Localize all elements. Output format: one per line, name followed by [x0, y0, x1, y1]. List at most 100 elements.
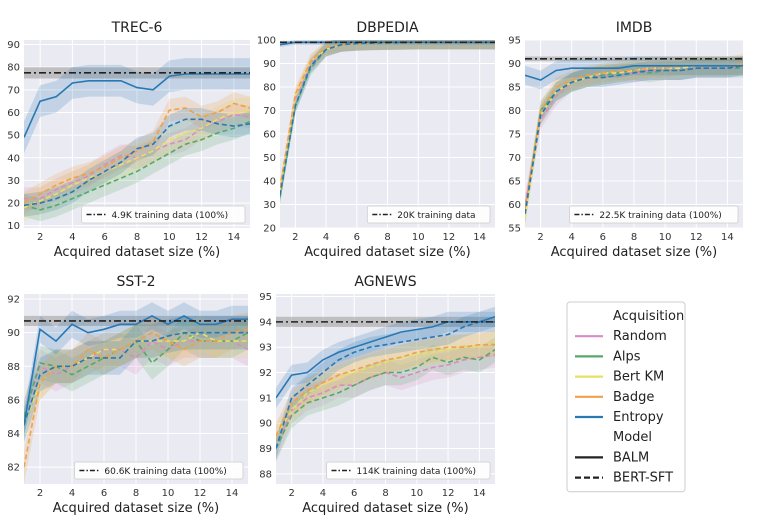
line-entropy-bert-sft	[24, 331, 248, 426]
x-tick-label: 12	[195, 232, 208, 243]
line-bert-km-bert-sft	[525, 65, 743, 219]
inset-legend-label: 20K training data	[397, 211, 475, 221]
y-tick-label: 65	[508, 177, 521, 188]
y-tick-label: 80	[508, 106, 521, 117]
x-axis-label: Acquired dataset size (%)	[551, 245, 717, 260]
y-tick-label: 90	[7, 40, 20, 51]
band-alps-bert-sft	[276, 337, 495, 462]
band-random-bert-sft	[24, 324, 248, 434]
y-tick-label: 40	[7, 153, 20, 164]
inset-legend: 60.6K training data (100%)	[74, 461, 244, 480]
band-badge-bert-sft	[24, 312, 248, 484]
y-tick-label: 40	[263, 177, 276, 188]
inset-legend: 20K training data	[366, 205, 491, 224]
plot-marks	[280, 40, 495, 205]
line-entropy-balm	[24, 73, 250, 138]
plot-marks	[276, 306, 495, 462]
chart-title: SST-2	[117, 274, 156, 290]
legend-label-balm: BALM	[613, 450, 649, 465]
legend-frame	[566, 301, 686, 493]
line-bert-km-bert-sft	[276, 341, 495, 437]
y-tick-label: 55	[508, 224, 521, 235]
inset-legend-label: 4.9K training data (100%)	[112, 211, 229, 221]
line-entropy-bert-sft	[276, 321, 495, 449]
x-tick-label: 6	[351, 488, 357, 499]
y-tick-label: 100	[257, 36, 276, 47]
x-tick-label: 4	[69, 232, 75, 243]
inset-legend: 4.9K training data (100%)	[81, 205, 246, 224]
band-alps-bert-sft	[24, 110, 250, 222]
x-tick-label: 8	[631, 232, 637, 243]
x-tick-label: 14	[226, 488, 239, 499]
chart-title: IMDB	[616, 20, 653, 36]
chart-title: TREC-6	[111, 20, 163, 36]
line-entropy-bert-sft	[525, 65, 743, 215]
x-axis-label: Acquired dataset size (%)	[54, 245, 220, 260]
line-entropy-balm	[525, 65, 743, 81]
x-tick-label: 6	[102, 232, 108, 243]
inset-legend: 22.5K training data (100%)	[569, 205, 739, 224]
y-tick-label: 50	[7, 131, 20, 142]
full-data-band	[24, 67, 250, 79]
y-tick-label: 75	[508, 130, 521, 141]
chart-agnews: 2 4 6 8 10 12 14 88 89 90 91 92 93 94 95 AGNEWS Acquired…	[259, 274, 495, 516]
band-bert-km-bert-sft	[24, 96, 250, 222]
y-tick-label: 92	[259, 368, 272, 379]
y-tick-label: 94	[259, 317, 272, 328]
x-tick-label: 10	[412, 232, 425, 243]
x-tick-label: 8	[134, 232, 140, 243]
x-tick-label: 12	[443, 232, 456, 243]
x-tick-label: 2	[292, 232, 298, 243]
plot-marks	[24, 302, 248, 484]
legend-title-acquisition: Acquisition	[613, 309, 684, 324]
chart-title: DBPEDIA	[356, 20, 419, 36]
legend-label-alps: Alps	[613, 349, 641, 364]
x-tick-label: 2	[37, 488, 43, 499]
x-tick-label: 12	[194, 488, 207, 499]
chart-sst-2: 2 4 6 8 10 12 14 82 84 86 88 90 92 SST-2 Acquired data…	[7, 274, 248, 516]
y-tick-label: 60	[263, 130, 276, 141]
y-tick-label: 93	[259, 343, 272, 354]
chart-dbpedia: 2 4 6 8 10 12 14 20 30 40 50 60 70 80 90 100 DBPEDIA Acqu…	[257, 20, 495, 260]
x-tick-label: 8	[133, 488, 139, 499]
chart-trec-6: 2 4 6 8 10 12 14 10 20 30 40 50 60 70 80 90 TREC-6 Acquir…	[7, 20, 250, 260]
x-tick-label: 4	[323, 232, 329, 243]
y-tick-label: 84	[7, 429, 20, 440]
band-badge-bert-sft	[525, 54, 743, 219]
y-tick-label: 90	[508, 59, 521, 70]
band-bert-km-bert-sft	[24, 315, 248, 442]
x-tick-label: 4	[569, 232, 575, 243]
legend-label-random: Random	[613, 329, 667, 344]
y-tick-label: 60	[508, 200, 521, 211]
legend-label-entropy: Entropy	[613, 410, 664, 425]
x-tick-label: 14	[473, 232, 486, 243]
x-tick-label: 14	[721, 232, 734, 243]
inset-legend-label: 114K training data (100%)	[357, 467, 477, 477]
chart-title: AGNEWS	[354, 274, 416, 290]
band-random-bert-sft	[525, 56, 743, 214]
x-tick-label: 2	[288, 488, 294, 499]
band-random-bert-sft	[276, 342, 495, 462]
band-bert-km-bert-sft	[525, 56, 743, 228]
legend-label-bert-sft: BERT-SFT	[613, 471, 673, 486]
y-tick-label: 95	[508, 36, 521, 47]
plot-marks	[525, 54, 743, 228]
x-tick-label: 12	[442, 488, 455, 499]
band-entropy-balm	[24, 302, 248, 439]
inset-legend-label: 22.5K training data (100%)	[599, 211, 721, 221]
plot-marks	[24, 58, 250, 222]
x-tick-label: 12	[690, 232, 703, 243]
x-tick-label: 14	[227, 232, 240, 243]
x-tick-label: 2	[37, 232, 43, 243]
x-axis-label: Acquired dataset size (%)	[53, 501, 219, 516]
inset-legend: 114K training data (100%)	[326, 461, 491, 480]
band-badge-bert-sft	[24, 92, 250, 215]
band-alps-bert-sft	[525, 58, 743, 224]
y-tick-label: 20	[263, 224, 276, 235]
x-tick-label: 10	[659, 232, 672, 243]
x-tick-label: 4	[320, 488, 326, 499]
band-badge-bert-sft	[276, 332, 495, 449]
line-bert-km-bert-sft	[24, 109, 250, 209]
band-entropy-bert-sft	[24, 108, 250, 217]
